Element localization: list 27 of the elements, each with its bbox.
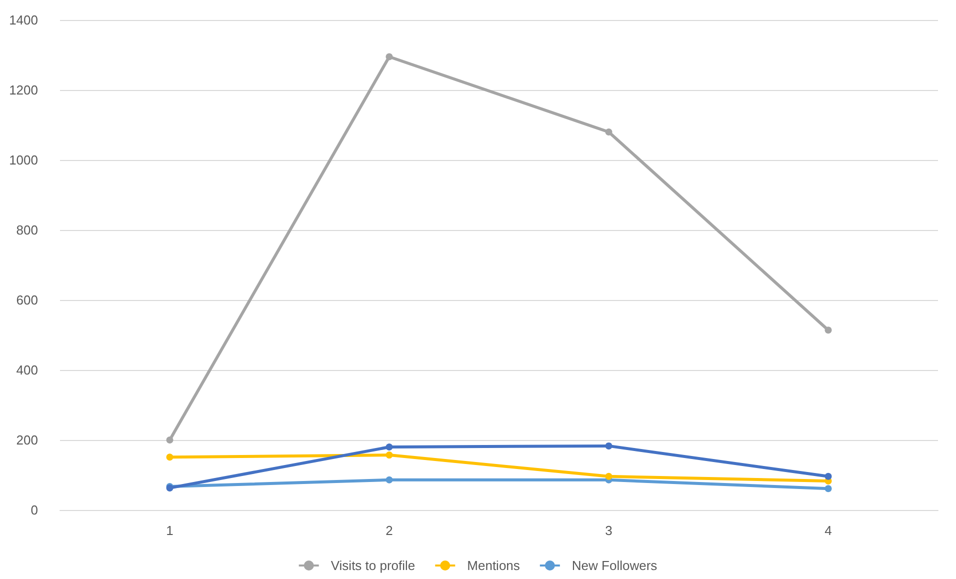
x-tick-label: 3 (605, 523, 612, 538)
point (166, 436, 174, 444)
point (605, 472, 612, 480)
x-tick-label: 1 (166, 523, 174, 538)
point (166, 454, 174, 461)
y-tick-label: 1200 (9, 82, 38, 98)
point (605, 442, 612, 450)
y-tick-label: 800 (16, 222, 38, 238)
point (386, 452, 393, 459)
x-tick-label: 4 (824, 523, 832, 538)
y-tick-label: 600 (16, 292, 38, 308)
point (824, 472, 832, 480)
y-tick-label: 1400 (9, 12, 38, 28)
legend-label: Visits to profile (330, 558, 416, 573)
y-tick-label: 1000 (9, 152, 38, 168)
x-tick-label: 2 (386, 523, 393, 538)
point (386, 476, 393, 484)
point (386, 444, 393, 450)
legend-label: New Followers (572, 558, 658, 573)
legend-label: Mentions (467, 558, 520, 573)
y-tick-label: 0 (30, 502, 38, 518)
point (386, 53, 393, 60)
point (824, 485, 832, 492)
y-tick-label: 200 (16, 432, 38, 448)
y-tick-label: 400 (16, 362, 38, 378)
point (605, 128, 612, 136)
point (824, 326, 832, 334)
